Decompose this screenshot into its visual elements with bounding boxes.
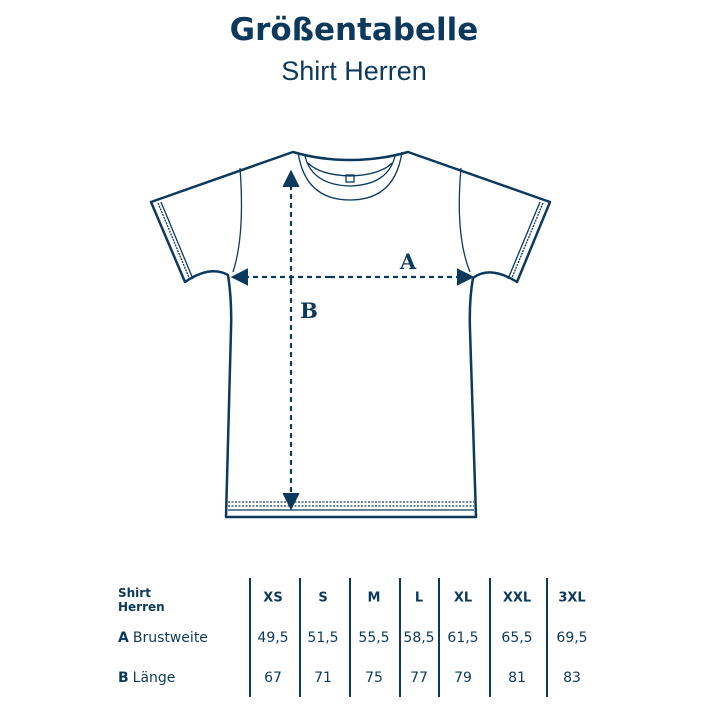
row-key: B [118,670,129,686]
table-cell: 69,5 [556,630,588,646]
table-cell: 71 [314,670,332,686]
table-cell: 67 [264,670,282,686]
column-divider [249,578,251,697]
column-divider [399,578,401,697]
row-label-text: Brustweite [132,630,208,646]
table-cell: 65,5 [501,630,533,646]
table-cell: 77 [410,670,428,686]
row-key: A [118,630,129,646]
table-cell: 61,5 [447,630,479,646]
table-cell: 79 [454,670,472,686]
size-header: L [414,590,424,606]
corner-line-1: Shirt [118,586,151,600]
corner-line-2: Herren [118,600,165,614]
table-cell: 75 [365,670,383,686]
table-cell: 51,5 [307,630,339,646]
table-cell: 58,5 [403,630,435,646]
page-title: Größentabelle [229,12,479,48]
size-header: 3XL [558,590,586,606]
table-corner-label: Shirt Herren [118,586,165,614]
size-header: S [318,590,328,606]
column-divider [349,578,351,697]
table-cell: 81 [508,670,526,686]
table-cell: 49,5 [257,630,289,646]
size-header: M [367,590,381,606]
column-divider [299,578,301,697]
column-divider [489,578,491,697]
size-header: XS [263,590,283,606]
shirt-details [157,151,544,511]
page-subtitle: Shirt Herren [281,56,427,86]
column-divider [438,578,440,697]
row-label-text: Länge [132,670,176,686]
row-label-length: B Länge [118,670,175,686]
label-b: B [300,298,318,323]
size-header: XL [453,590,473,606]
size-header: XXL [502,590,532,606]
table-cell: 55,5 [358,630,390,646]
column-divider [546,578,548,697]
row-label-chest: A Brustweite [118,630,208,646]
table-cell: 83 [563,670,581,686]
label-a: A [399,249,417,274]
